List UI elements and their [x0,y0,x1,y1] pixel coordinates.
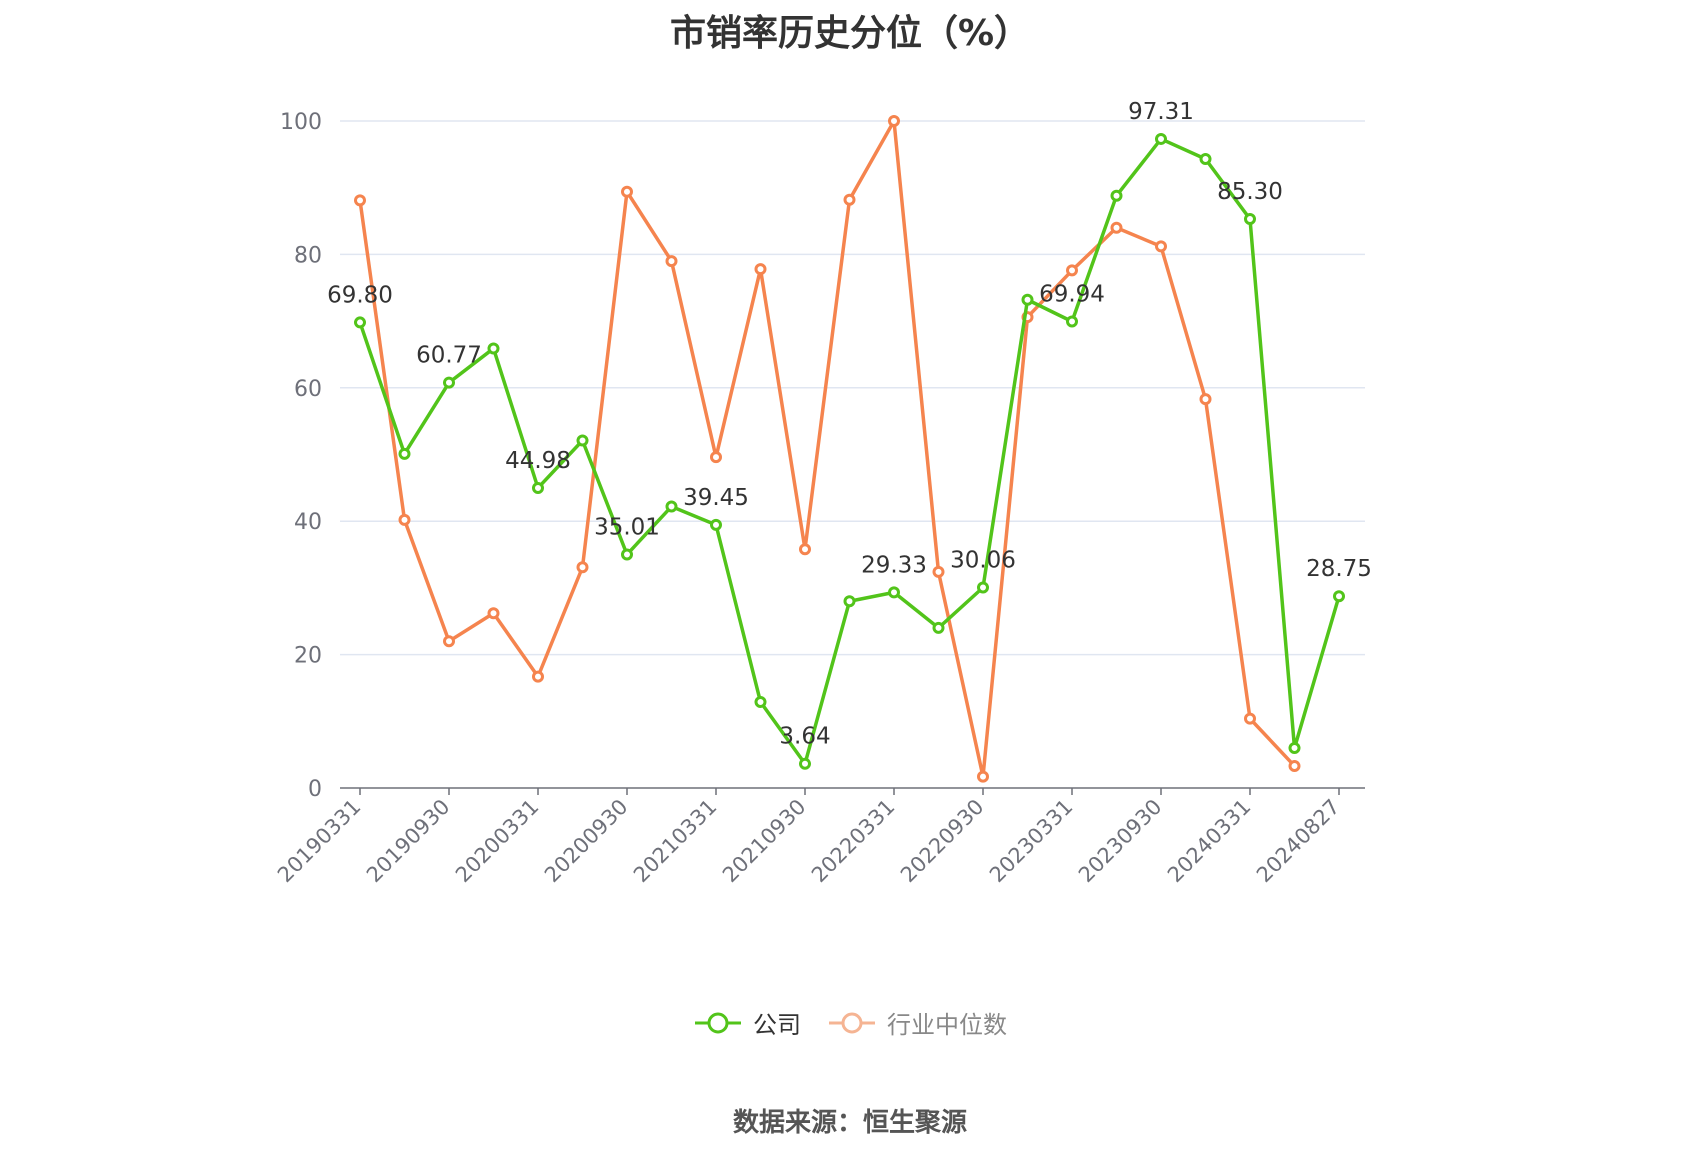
data-label: 39.45 [683,485,749,511]
data-point[interactable] [1021,293,1034,306]
data-point[interactable] [1288,759,1301,772]
data-point[interactable] [799,543,811,556]
data-point[interactable] [576,561,589,574]
legend-item-industry-median[interactable]: 行业中位数 [827,1005,1007,1040]
x-axis: 2019033120190930202003312020093020210331… [273,787,1365,888]
legend-label-industry-median: 行业中位数 [887,1011,1007,1039]
data-point[interactable] [621,548,633,561]
data-point[interactable] [1110,221,1123,234]
x-tick-label: 20230930 [1074,795,1167,888]
data-point[interactable] [754,263,767,276]
data-point[interactable] [1288,741,1301,754]
data-point[interactable] [532,481,544,494]
data-point[interactable] [1244,712,1256,725]
x-tick-label: 20200331 [451,795,544,888]
data-source: 数据来源：恒生聚源 [732,1108,967,1138]
data-point[interactable] [932,621,945,634]
y-tick-label: 60 [294,377,322,402]
data-label: 69.80 [327,282,393,308]
data-point[interactable] [354,316,366,329]
legend-marker-company-icon [695,1012,741,1033]
chart-title: 市销率历史分位（%） [669,13,1031,54]
data-point[interactable] [1199,153,1212,166]
data-label: 69.94 [1039,282,1105,308]
data-point[interactable] [888,586,900,599]
data-label: 35.01 [594,514,660,540]
data-label: 44.98 [505,448,571,474]
series-line [358,119,1296,779]
x-tick-label: 20240331 [1163,795,1256,888]
data-point[interactable] [1110,189,1123,202]
data-point[interactable] [443,635,455,648]
x-tick-label: 20210930 [718,795,811,888]
data-point[interactable] [665,255,678,268]
x-tick-label: 20210331 [629,795,722,888]
legend-item-company[interactable]: 公司 [693,1005,801,1040]
x-tick-label: 20190331 [273,795,366,888]
x-tick-label: 20240827 [1252,795,1345,888]
line-chart: 2019033120190930202003312020093020210331… [273,99,1372,888]
data-point[interactable] [354,194,366,207]
data-point[interactable] [398,447,411,460]
data-point[interactable] [1244,213,1256,226]
data-point[interactable] [754,695,767,708]
y-tick-label: 40 [294,510,322,535]
data-point[interactable] [1066,264,1078,277]
data-point[interactable] [532,670,544,683]
x-tick-label: 20200930 [540,795,633,888]
y-tick-label: 20 [294,644,322,669]
data-label: 3.64 [779,724,830,750]
y-tick-label: 100 [280,110,322,135]
data-point[interactable] [977,581,989,594]
x-tick-label: 20190930 [362,795,455,888]
data-point[interactable] [487,607,500,620]
data-point[interactable] [799,757,811,770]
x-tick-label: 20230331 [985,795,1078,888]
data-point[interactable] [710,451,722,464]
x-tick-label: 20220930 [896,795,989,888]
legend-label-company: 公司 [753,1011,801,1039]
data-point[interactable] [843,595,856,608]
y-tick-label: 0 [308,777,322,802]
data-label: 29.33 [861,552,927,578]
data-label: 28.75 [1306,556,1372,582]
data-point[interactable] [1199,393,1212,406]
data-label: 30.06 [950,547,1016,573]
data-point[interactable] [977,770,989,783]
data-point[interactable] [843,193,856,206]
data-point[interactable] [888,115,900,127]
legend-marker-industry-icon [829,1012,875,1033]
data-point[interactable] [665,500,678,513]
data-point[interactable] [487,342,500,355]
data-point[interactable] [932,565,945,578]
data-point[interactable] [1333,590,1345,603]
series-layer [354,115,1345,783]
y-tick-label: 80 [294,243,322,268]
data-point[interactable] [621,185,633,198]
y-axis: 0 20 40 60 80 100 [280,110,322,802]
data-labels: 69.80 60.77 44.98 35.01 39.45 3.64 29.33 30.06 6… [327,99,1372,750]
data-point[interactable] [443,376,455,389]
data-point[interactable] [1066,315,1078,328]
legend: 公司 行业中位数 [0,1005,1700,1040]
data-point[interactable] [1155,132,1167,145]
data-point[interactable] [710,518,722,531]
data-label: 97.31 [1128,99,1194,125]
data-point[interactable] [398,513,411,526]
grid-lines [340,120,1365,656]
data-label: 85.30 [1217,179,1283,205]
data-point[interactable] [576,434,589,447]
data-label: 60.77 [416,343,482,369]
x-tick-label: 20220331 [807,795,900,888]
data-point[interactable] [1155,240,1167,253]
